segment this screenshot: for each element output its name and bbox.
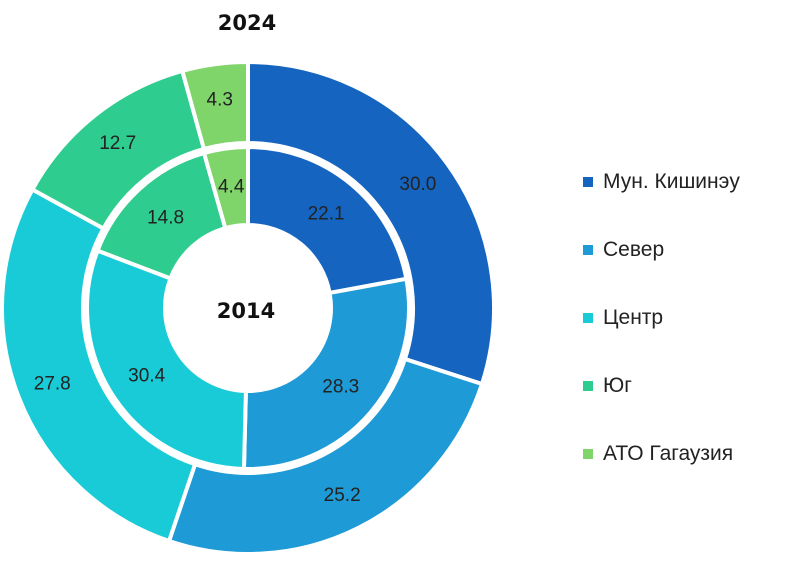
legend-swatch	[583, 313, 593, 323]
inner-ring-data-label: 30.4	[128, 365, 165, 386]
outer-ring-slice	[167, 356, 484, 556]
inner-ring-slice	[202, 145, 250, 231]
inner-ring-data-label: 28.3	[322, 377, 359, 398]
legend-item: Север	[583, 216, 740, 284]
legend-label: Центр	[603, 306, 664, 329]
inner-ring-slice	[241, 276, 411, 471]
inner-ring-slice	[246, 145, 409, 295]
legend-label: Юг	[603, 374, 632, 397]
legend-swatch	[583, 381, 593, 391]
outer-ring-slice	[0, 187, 198, 543]
legend-swatch	[583, 449, 593, 459]
legend-label: Мун. Кишинэу	[603, 170, 740, 193]
chart-data-labels: 30.0 25.2 27.8 12.7 4.3 22.1 28.3 30.4 14.8 4.4	[34, 89, 437, 506]
inner-ring-data-label: 22.1	[308, 204, 345, 225]
legend-item: Мун. Кишинэу	[583, 148, 740, 216]
outer-ring-data-label: 25.2	[324, 485, 361, 506]
legend-item: АТО Гагаузия	[583, 420, 740, 488]
outer-ring-data-label: 4.3	[207, 89, 233, 110]
inner-ring-slice	[85, 248, 248, 471]
legend-swatch	[583, 245, 593, 255]
inner-ring-data-label: 4.4	[218, 177, 245, 198]
legend-label: Север	[603, 238, 665, 261]
legend-item: Юг	[583, 352, 740, 420]
outer-ring-slice	[180, 60, 250, 151]
legend-swatch	[583, 177, 593, 187]
chart-legend: Мун. Кишинэу Север Центр Юг АТО Гагаузия	[583, 148, 740, 488]
legend-label: АТО Гагаузия	[603, 442, 734, 465]
inner-ring-data-label: 14.8	[147, 208, 184, 229]
outer-ring-title: 2024	[218, 11, 276, 35]
legend-item: Центр	[583, 284, 740, 352]
outer-ring-data-label: 27.8	[34, 374, 71, 395]
chart-slices	[0, 60, 496, 556]
inner-ring-title: 2014	[217, 299, 275, 323]
outer-ring-data-label: 12.7	[99, 133, 136, 154]
outer-ring-slice	[246, 60, 496, 387]
outer-ring-data-label: 30.0	[399, 174, 436, 195]
